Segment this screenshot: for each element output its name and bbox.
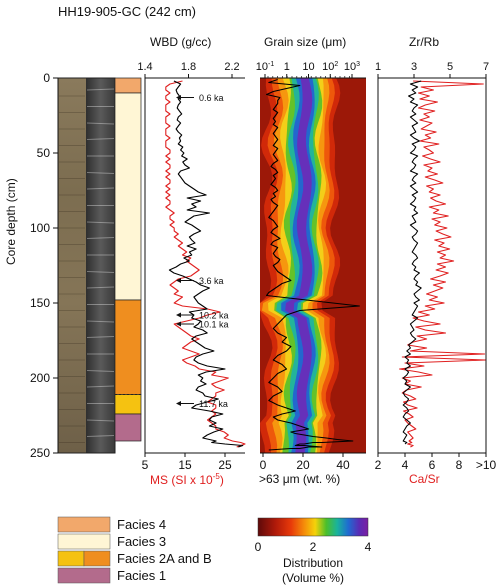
legend-label: Facies 1 bbox=[117, 568, 166, 583]
legend-swatch bbox=[57, 567, 111, 584]
legend-label: Facies 3 bbox=[117, 534, 166, 549]
colorbar-label-line2: (Volume %) bbox=[282, 571, 344, 585]
zrrb-tick-label: 3 bbox=[411, 61, 417, 73]
legend-swatch-b bbox=[83, 550, 111, 567]
colorbar-tick-label: 0 bbox=[255, 540, 262, 554]
grain-tick-label: 10 bbox=[302, 61, 314, 73]
coarse-tick-label: 0 bbox=[260, 458, 267, 472]
age-label: 10.1 ka bbox=[199, 320, 229, 330]
age-arrow-head bbox=[176, 401, 181, 406]
depth-tick-label: 50 bbox=[37, 146, 51, 160]
age-label: 10.2 ka bbox=[199, 311, 229, 321]
age-label: 11.7 ka bbox=[199, 399, 228, 409]
ct-lamina bbox=[86, 237, 115, 239]
core-ct-scan bbox=[86, 78, 115, 453]
age-label: 0.6 ka bbox=[199, 93, 224, 103]
legend-label: Facies 4 bbox=[117, 517, 166, 532]
casr-tick-label: 4 bbox=[402, 458, 409, 472]
casr-tick-label: 8 bbox=[456, 458, 463, 472]
legend-swatch bbox=[57, 516, 111, 533]
ct-lamina bbox=[86, 138, 115, 140]
ms-line bbox=[165, 80, 246, 448]
zr-rb-ca-sr-panel: 1 3 5 7 2 4 6 8 >10 bbox=[375, 61, 497, 472]
ct-lamina bbox=[86, 172, 115, 174]
ratio-panel-bg bbox=[378, 78, 486, 453]
zrrb-tick-label: 7 bbox=[483, 61, 489, 73]
legend-swatch-a bbox=[57, 550, 85, 567]
legend-swatch bbox=[57, 533, 111, 550]
facies-segment bbox=[114, 299, 142, 395]
depth-tick-label: 150 bbox=[30, 296, 50, 310]
ms-tick-label: 25 bbox=[218, 458, 232, 472]
zrrb-tick-label: 1 bbox=[375, 61, 381, 73]
ms-tick-label: 15 bbox=[178, 458, 192, 472]
core-photo bbox=[58, 78, 86, 453]
age-arrow-head bbox=[176, 321, 181, 327]
coarse-tick-label: 20 bbox=[296, 458, 310, 472]
ct-lamina bbox=[86, 370, 115, 372]
legend-label: Facies 2A and B bbox=[117, 551, 212, 566]
ct-lamina bbox=[86, 435, 115, 437]
wbd-axis-title: WBD (g/cc) bbox=[150, 35, 212, 49]
facies-segment bbox=[114, 413, 142, 442]
ct-lamina bbox=[86, 271, 115, 273]
wbd-panel-bg bbox=[145, 78, 245, 453]
ct-lamina bbox=[86, 221, 115, 224]
zr-rb-line bbox=[402, 80, 422, 445]
grain-tick-label: 10-1 bbox=[256, 61, 275, 73]
casr-tick-label: 6 bbox=[429, 458, 436, 472]
grain-tick-label: 1 bbox=[284, 61, 290, 73]
coarse-tick-label: 40 bbox=[336, 458, 350, 472]
age-label: 3.6 ka bbox=[199, 276, 224, 286]
ct-lamina bbox=[86, 187, 115, 190]
age-arrow-head bbox=[176, 312, 181, 318]
facies-segment bbox=[114, 77, 142, 94]
casr-tick-label: 2 bbox=[375, 458, 382, 472]
grain-tick-label: 103 bbox=[344, 61, 360, 73]
depth-tick-label: 250 bbox=[30, 446, 50, 460]
age-arrow-head bbox=[176, 278, 181, 283]
depth-tick-label: 100 bbox=[30, 221, 50, 235]
ms-axis-title: MS (SI x 10-5) bbox=[150, 472, 224, 487]
colorbar-tick-label: 4 bbox=[365, 540, 372, 554]
ca-sr-axis-title: Ca/Sr bbox=[409, 472, 440, 486]
zr-rb-axis-title: Zr/Rb bbox=[409, 35, 439, 49]
ms-tick-label: 5 bbox=[142, 458, 149, 472]
age-arrow-head bbox=[176, 95, 181, 100]
legend-group: Facies 4 Facies 3 Facies 2A and B Facies 1 0… bbox=[57, 516, 372, 585]
ct-lamina bbox=[86, 88, 115, 91]
grain-tick-label: 102 bbox=[322, 61, 338, 73]
colorbar-tick-label: 2 bbox=[310, 540, 317, 554]
wbd-tick-label: 1.4 bbox=[137, 61, 152, 73]
core-title: HH19-905-GC (242 cm) bbox=[58, 4, 196, 19]
ct-lamina bbox=[86, 385, 115, 388]
core-images-group bbox=[57, 77, 116, 454]
ct-lamina bbox=[86, 286, 115, 289]
ct-lamina bbox=[86, 320, 115, 323]
facies-segment bbox=[114, 92, 142, 301]
grain-size-axis-title: Grain size (μm) bbox=[264, 35, 347, 49]
ct-lamina bbox=[86, 419, 115, 422]
depth-axis-group: 0 50 100 150 200 250 bbox=[30, 71, 59, 460]
coarse-fraction-axis-title: >63 μm (wt. %) bbox=[259, 472, 341, 486]
colorbar-label-line1: Distribution bbox=[283, 556, 343, 570]
wbd-tick-label: 1.8 bbox=[181, 61, 196, 73]
colorbar bbox=[257, 517, 369, 537]
wbd-line bbox=[168, 80, 244, 448]
grain-size-panel: 10-1 1 10 102 103 0 20 40 bbox=[256, 61, 366, 472]
facies-column-group bbox=[114, 77, 142, 442]
depth-tick-label: 200 bbox=[30, 371, 50, 385]
ct-lamina bbox=[86, 336, 115, 338]
wbd-tick-label: 2.2 bbox=[224, 61, 239, 73]
heatmap-band bbox=[285, 78, 313, 453]
depth-tick-label: 0 bbox=[43, 71, 50, 85]
ct-lamina bbox=[86, 122, 115, 125]
zrrb-tick-label: 5 bbox=[447, 61, 453, 73]
casr-tick-label: >10 bbox=[476, 458, 497, 472]
facies-segment bbox=[114, 394, 142, 415]
coarse-fraction-line bbox=[266, 78, 360, 451]
